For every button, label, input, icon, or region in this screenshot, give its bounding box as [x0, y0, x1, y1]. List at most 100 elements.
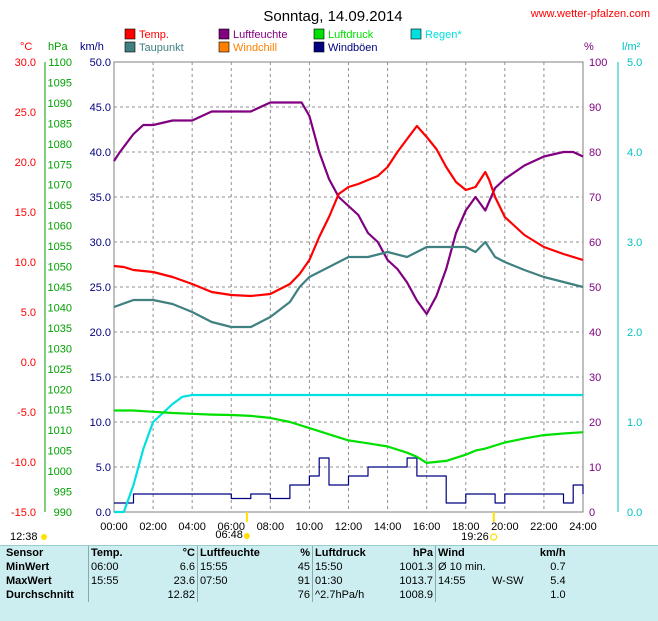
- temp-max-value: 23.6: [173, 575, 195, 587]
- wind-tick-label: 30.0: [90, 237, 111, 249]
- rain-tick-label: 0.0: [627, 507, 642, 519]
- pressure-tick-label: 995: [54, 487, 72, 499]
- time-tick-label: 04:00: [178, 521, 206, 533]
- pressure-tick-label: 1100: [48, 57, 72, 69]
- temp-unit-header: °C: [182, 547, 195, 559]
- humidity-tick-label: 10: [589, 462, 601, 474]
- wind-avg-dir: [490, 588, 526, 602]
- time-tick-label: 08:00: [257, 521, 285, 533]
- pressure-tick-label: 1025: [48, 364, 72, 376]
- series-line-temp: [113, 124, 584, 298]
- time-tick-label: 16:00: [413, 521, 441, 533]
- temp-tick-label: 5.0: [21, 307, 36, 319]
- pressure-max-time: 01:30: [312, 574, 381, 588]
- series-line-temp: [113, 240, 584, 329]
- wind-min-value: 0.7: [550, 561, 566, 573]
- wind-tick-label: 40.0: [90, 147, 111, 159]
- humidity-tick-label: 70: [589, 192, 601, 204]
- pressure-tick-label: 1020: [48, 384, 72, 396]
- wind-unit-header: km/h: [539, 547, 566, 559]
- rain-tick-label: 3.0: [627, 237, 642, 249]
- temp-avg-value: 12.82: [167, 589, 195, 601]
- temp-tick-label: -15.0: [11, 507, 36, 519]
- pressure-tick-label: 1040: [48, 302, 72, 314]
- temp-tick-label: 10.0: [15, 257, 36, 269]
- pressure-max-value: 1013.7: [399, 575, 433, 587]
- time-tick-label: 18:00: [452, 521, 480, 533]
- humidity-tick-label: 100: [589, 57, 607, 69]
- stats-row-avg: Durchschnitt 12.82 76 ^2.7hPa/h 1008.9 1…: [0, 588, 568, 602]
- wind-max-value: 5.4: [550, 575, 566, 587]
- site-url: www.wetter-pfalzen.com: [530, 8, 650, 20]
- temp-tick-label: -5.0: [17, 407, 36, 419]
- pressure-tick-label: 1035: [48, 323, 72, 335]
- humidity-tick-label: 30: [589, 372, 601, 384]
- pressure-header: Luftdruck: [312, 546, 381, 560]
- pressure-unit-label: hPa: [48, 41, 68, 53]
- pressure-tick-label: 990: [54, 507, 72, 519]
- legend-label: Luftdruck: [328, 29, 374, 41]
- humidity-tick-label: 60: [589, 237, 601, 249]
- wind-avg-label: Ø 10 min.: [435, 560, 490, 574]
- pressure-tick-label: 1030: [48, 343, 72, 355]
- wind-avg-value: 1.0: [550, 589, 566, 601]
- humidity-min-time: 15:55: [197, 560, 272, 574]
- legend-label: Windböen: [328, 42, 378, 54]
- pressure-tick-label: 1075: [48, 159, 72, 171]
- series-line-humidity: [113, 101, 584, 316]
- chart-title: Sonntag, 14.09.2014: [263, 8, 402, 25]
- temp-tick-label: 25.0: [15, 107, 36, 119]
- temp-min-time: 06:00: [88, 560, 153, 574]
- wind-tick-label: 5.0: [96, 462, 111, 474]
- humidity-tick-label: 20: [589, 417, 601, 429]
- temp-unit-label: °C: [20, 41, 32, 53]
- legend-swatch: [410, 28, 422, 40]
- pressure-tick-label: 1005: [48, 446, 72, 458]
- humidity-header: Luftfeuchte: [197, 546, 272, 560]
- series-line-rain: [114, 393, 583, 514]
- temp-max-time: 15:55: [88, 574, 153, 588]
- series-line-pressure: [114, 409, 584, 464]
- wind-tick-label: 50.0: [90, 57, 111, 69]
- time-tick-label: 12:00: [335, 521, 363, 533]
- wind-unit-label: km/h: [80, 41, 104, 53]
- humidity-avg-time: [197, 588, 272, 602]
- pressure-tick-label: 1070: [48, 180, 72, 192]
- pressure-tick-label: 1090: [48, 98, 72, 110]
- weather-chart: Sonntag, 14.09.2014 www.wetter-pfalzen.co…: [10, 8, 650, 543]
- temp-min-value: 6.6: [179, 561, 195, 573]
- temp-tick-label: -10.0: [11, 457, 36, 469]
- temp-avg-time: [88, 588, 153, 602]
- time-tick-label: 14:00: [374, 521, 402, 533]
- rain-unit-label: l/m²: [622, 41, 641, 53]
- legend-label: Luftfeuchte: [233, 29, 287, 41]
- legend-label: Windchill: [233, 42, 277, 54]
- stats-row-min: MinWert 06:00 6.6 15:55 45 15:50 1001.3 …: [0, 560, 568, 574]
- wind-max-time: 14:55: [435, 574, 490, 588]
- pressure-tick-label: 1010: [48, 425, 72, 437]
- legend-swatch: [124, 41, 136, 53]
- time-tick-label: 22:00: [530, 521, 558, 533]
- humidity-unit-header: %: [300, 547, 310, 559]
- pressure-min-value: 1001.3: [399, 561, 433, 573]
- time-tick-label: 24:00: [569, 521, 597, 533]
- wind-min-dir: [490, 560, 526, 574]
- wind-tick-label: 45.0: [90, 102, 111, 114]
- humidity-max-time: 07:50: [197, 574, 272, 588]
- pressure-unit-header: hPa: [412, 547, 433, 559]
- moonrise-time: 12:38: [10, 531, 38, 543]
- wind-avg-time: [435, 588, 490, 602]
- sunset-time: 19:26: [461, 531, 489, 543]
- pressure-tick-label: 1080: [48, 139, 72, 151]
- time-tick-label: 06:00: [217, 521, 245, 533]
- wind-tick-label: 15.0: [90, 372, 111, 384]
- humidity-min-value: 45: [297, 561, 310, 573]
- rain-tick-label: 2.0: [627, 327, 642, 339]
- wind-tick-label: 10.0: [90, 417, 111, 429]
- humidity-tick-label: 40: [589, 327, 601, 339]
- moonrise-icon: [41, 534, 47, 540]
- stats-header-row: Sensor Temp. °C Luftfeuchte % Luftdruck …: [0, 546, 568, 560]
- wind-header: Wind: [435, 546, 490, 560]
- time-tick-label: 00:00: [100, 521, 128, 533]
